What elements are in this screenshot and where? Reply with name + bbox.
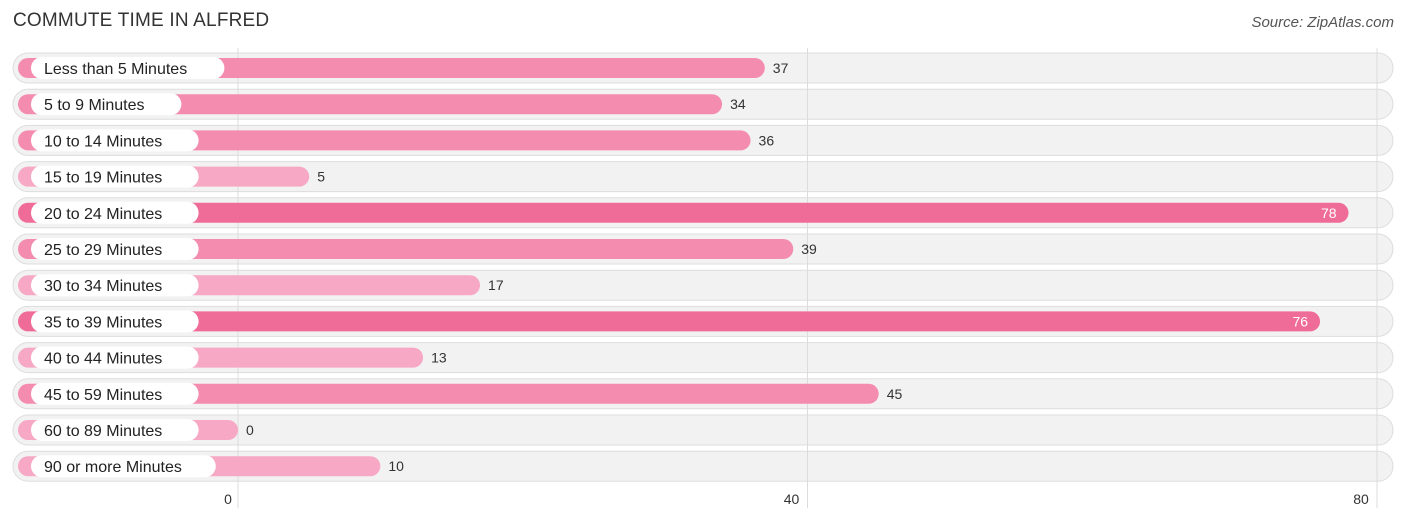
category-pill [31, 419, 199, 441]
value-label: 34 [730, 96, 746, 112]
category-pill [31, 201, 199, 224]
value-label: 13 [431, 350, 447, 366]
x-tick-label: 0 [224, 491, 232, 507]
category-label: 20 to 24 Minutes [44, 206, 162, 223]
source-credit: Source: ZipAtlas.com [1251, 14, 1394, 31]
value-label: 17 [488, 277, 504, 293]
category-label: 35 to 39 Minutes [44, 314, 162, 331]
category-label: 90 or more Minutes [44, 459, 182, 476]
category-label: 10 to 14 Minutes [44, 133, 162, 150]
category-label: 40 to 44 Minutes [44, 351, 162, 368]
bar [18, 239, 794, 259]
value-label: 0 [246, 422, 254, 438]
bar [18, 94, 723, 115]
row-track [12, 161, 1394, 193]
bar [18, 383, 879, 404]
category-pill [31, 274, 199, 297]
category-label: 30 to 34 Minutes [44, 278, 162, 295]
category-pill [31, 165, 199, 188]
value-label: 45 [887, 386, 903, 402]
row-track [12, 414, 1394, 446]
value-label: 39 [801, 241, 817, 257]
category-pill [31, 57, 225, 79]
category-label: Less than 5 Minutes [44, 61, 187, 78]
category-pill [31, 129, 199, 152]
x-tick-label: 80 [1353, 491, 1369, 507]
value-label: 36 [759, 132, 775, 148]
value-label: 5 [317, 169, 325, 185]
bar [18, 130, 751, 151]
chart-title: COMMUTE TIME IN ALFRED [13, 10, 270, 31]
value-label: 78 [1321, 205, 1337, 221]
bar [18, 311, 1321, 332]
value-label: 76 [1292, 313, 1308, 329]
category-label: 15 to 19 Minutes [44, 170, 162, 187]
category-label: 45 to 59 Minutes [44, 387, 162, 404]
x-tick-label: 40 [784, 491, 800, 507]
category-pill [31, 310, 199, 333]
category-pill [31, 382, 199, 405]
category-pill [31, 346, 199, 369]
category-pill [31, 238, 199, 260]
bar [18, 202, 1349, 223]
category-pill [31, 93, 182, 116]
value-label: 10 [388, 458, 404, 474]
category-label: 60 to 89 Minutes [44, 423, 162, 440]
value-label: 37 [773, 60, 789, 76]
category-label: 25 to 29 Minutes [44, 242, 162, 259]
category-pill [31, 455, 216, 478]
category-label: 5 to 9 Minutes [44, 97, 145, 114]
